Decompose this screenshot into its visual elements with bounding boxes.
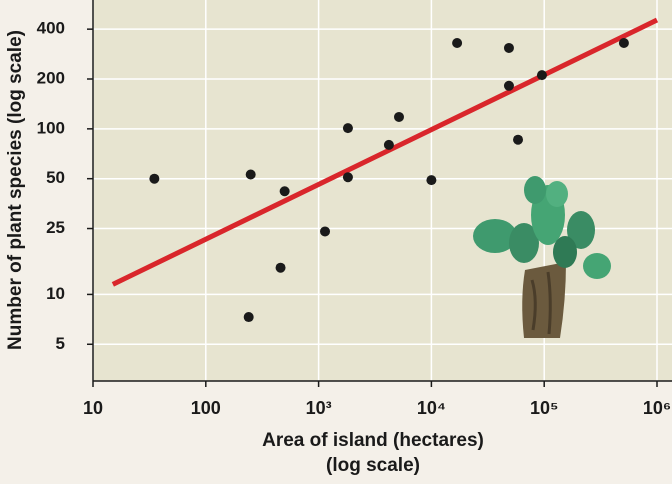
- data-point: [452, 37, 463, 48]
- x-axis-label: (log scale): [326, 455, 420, 476]
- x-axis-label: Area of island (hectares): [262, 430, 484, 451]
- trend-line: [111, 17, 659, 287]
- data-point: [275, 262, 286, 273]
- x-tick-label: 10: [83, 398, 103, 418]
- data-point: [243, 312, 254, 323]
- data-point: [245, 169, 256, 180]
- data-point: [503, 80, 514, 91]
- y-tick-label: 200: [37, 68, 65, 87]
- plot-background: [93, 0, 672, 381]
- x-tick-label: 10⁶: [643, 398, 671, 418]
- y-axis-label: Number of plant species (log scale): [5, 30, 26, 350]
- cactus-illustration: [473, 176, 611, 338]
- y-tick-label: 25: [46, 218, 65, 237]
- data-point: [320, 226, 331, 237]
- data-point: [149, 173, 160, 184]
- data-point: [279, 186, 290, 197]
- x-tick-label: 10⁵: [530, 398, 558, 418]
- data-point: [393, 111, 404, 122]
- data-point: [618, 37, 629, 48]
- y-tick-label: 50: [46, 168, 65, 187]
- data-point: [342, 172, 353, 183]
- x-tick-label: 100: [191, 398, 221, 418]
- x-tick-label: 10⁴: [417, 398, 446, 418]
- data-point: [513, 134, 524, 145]
- data-point: [342, 123, 353, 134]
- y-tick-label: 100: [37, 118, 65, 137]
- data-point: [503, 42, 514, 53]
- data-point: [383, 139, 394, 150]
- data-point: [426, 175, 437, 186]
- y-tick-label: 10: [46, 284, 65, 303]
- x-tick-label: 10³: [306, 398, 332, 418]
- y-tick-label: 400: [37, 19, 65, 38]
- y-tick-label: 5: [56, 334, 65, 353]
- data-point: [536, 70, 547, 81]
